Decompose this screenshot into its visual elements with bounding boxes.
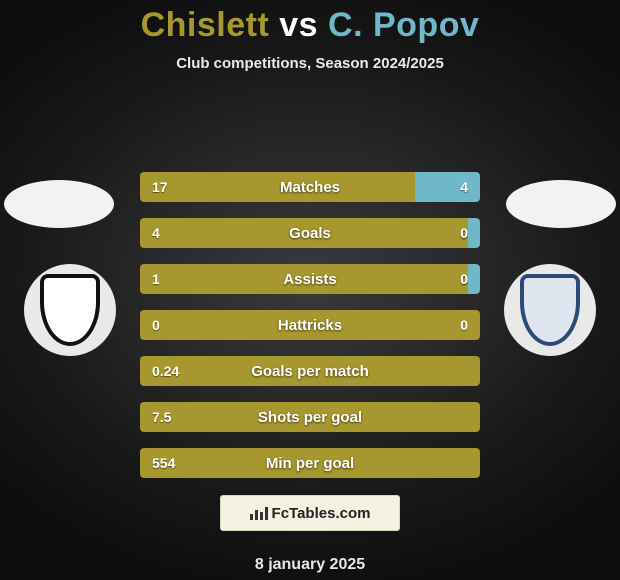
stat-bar-left: 1 [140,264,468,294]
stat-value-right: 0 [460,271,468,287]
stat-bar-right: 0 [310,310,480,340]
stat-bar-right [468,402,480,432]
stat-row: 010Assists [140,264,480,294]
shield-icon [520,274,580,346]
stat-bar-right: 4 [415,172,480,202]
player1-name: Chislett [141,6,270,44]
player2-name: C. Popov [328,6,479,44]
vs-separator: vs [279,6,318,44]
stat-value-right: 0 [460,225,468,241]
club-badge-left [24,264,116,356]
stat-value-left: 1 [152,271,160,287]
stat-bar-left: 17 [140,172,415,202]
stat-row: 040Goals [140,218,480,248]
comparison-title: Chislett vs C. Popov [141,6,480,45]
stat-value-left: 0 [152,317,160,333]
stat-bar-right [468,356,480,386]
stat-bar-left: 0 [140,310,310,340]
stat-value-left: 7.5 [152,409,171,425]
stat-row: 174Matches [140,172,480,202]
bar-chart-icon [250,506,268,520]
stat-value-left: 4 [152,225,160,241]
stat-bar-left: 7.5 [140,402,468,432]
stat-bar-right [468,448,480,478]
generation-date: 8 january 2025 [0,556,620,574]
club-badge-right [504,264,596,356]
stat-bars-container: 174Matches040Goals010Assists00Hattricks0… [140,172,480,478]
stat-row: 00Hattricks [140,310,480,340]
logo-text: FcTables.com [272,505,371,522]
stat-row: 554Min per goal [140,448,480,478]
stat-bar-right: 0 [468,218,480,248]
stat-value-left: 0.24 [152,363,179,379]
stat-value-left: 554 [152,455,175,471]
player2-photo-placeholder [506,180,616,228]
stat-row: 0.24Goals per match [140,356,480,386]
stat-bar-left: 4 [140,218,468,248]
stat-bar-left: 0.24 [140,356,468,386]
stat-bar-right: 0 [468,264,480,294]
subtitle: Club competitions, Season 2024/2025 [176,55,444,72]
stat-row: 7.5Shots per goal [140,402,480,432]
player1-photo-placeholder [4,180,114,228]
stats-arena: 174Matches040Goals010Assists00Hattricks0… [0,72,620,580]
fctables-logo: FcTables.com [220,495,400,531]
stat-value-left: 17 [152,179,168,195]
shield-icon [40,274,100,346]
stat-value-right: 4 [460,179,468,195]
stat-value-right: 0 [460,317,468,333]
stat-bar-left: 554 [140,448,468,478]
